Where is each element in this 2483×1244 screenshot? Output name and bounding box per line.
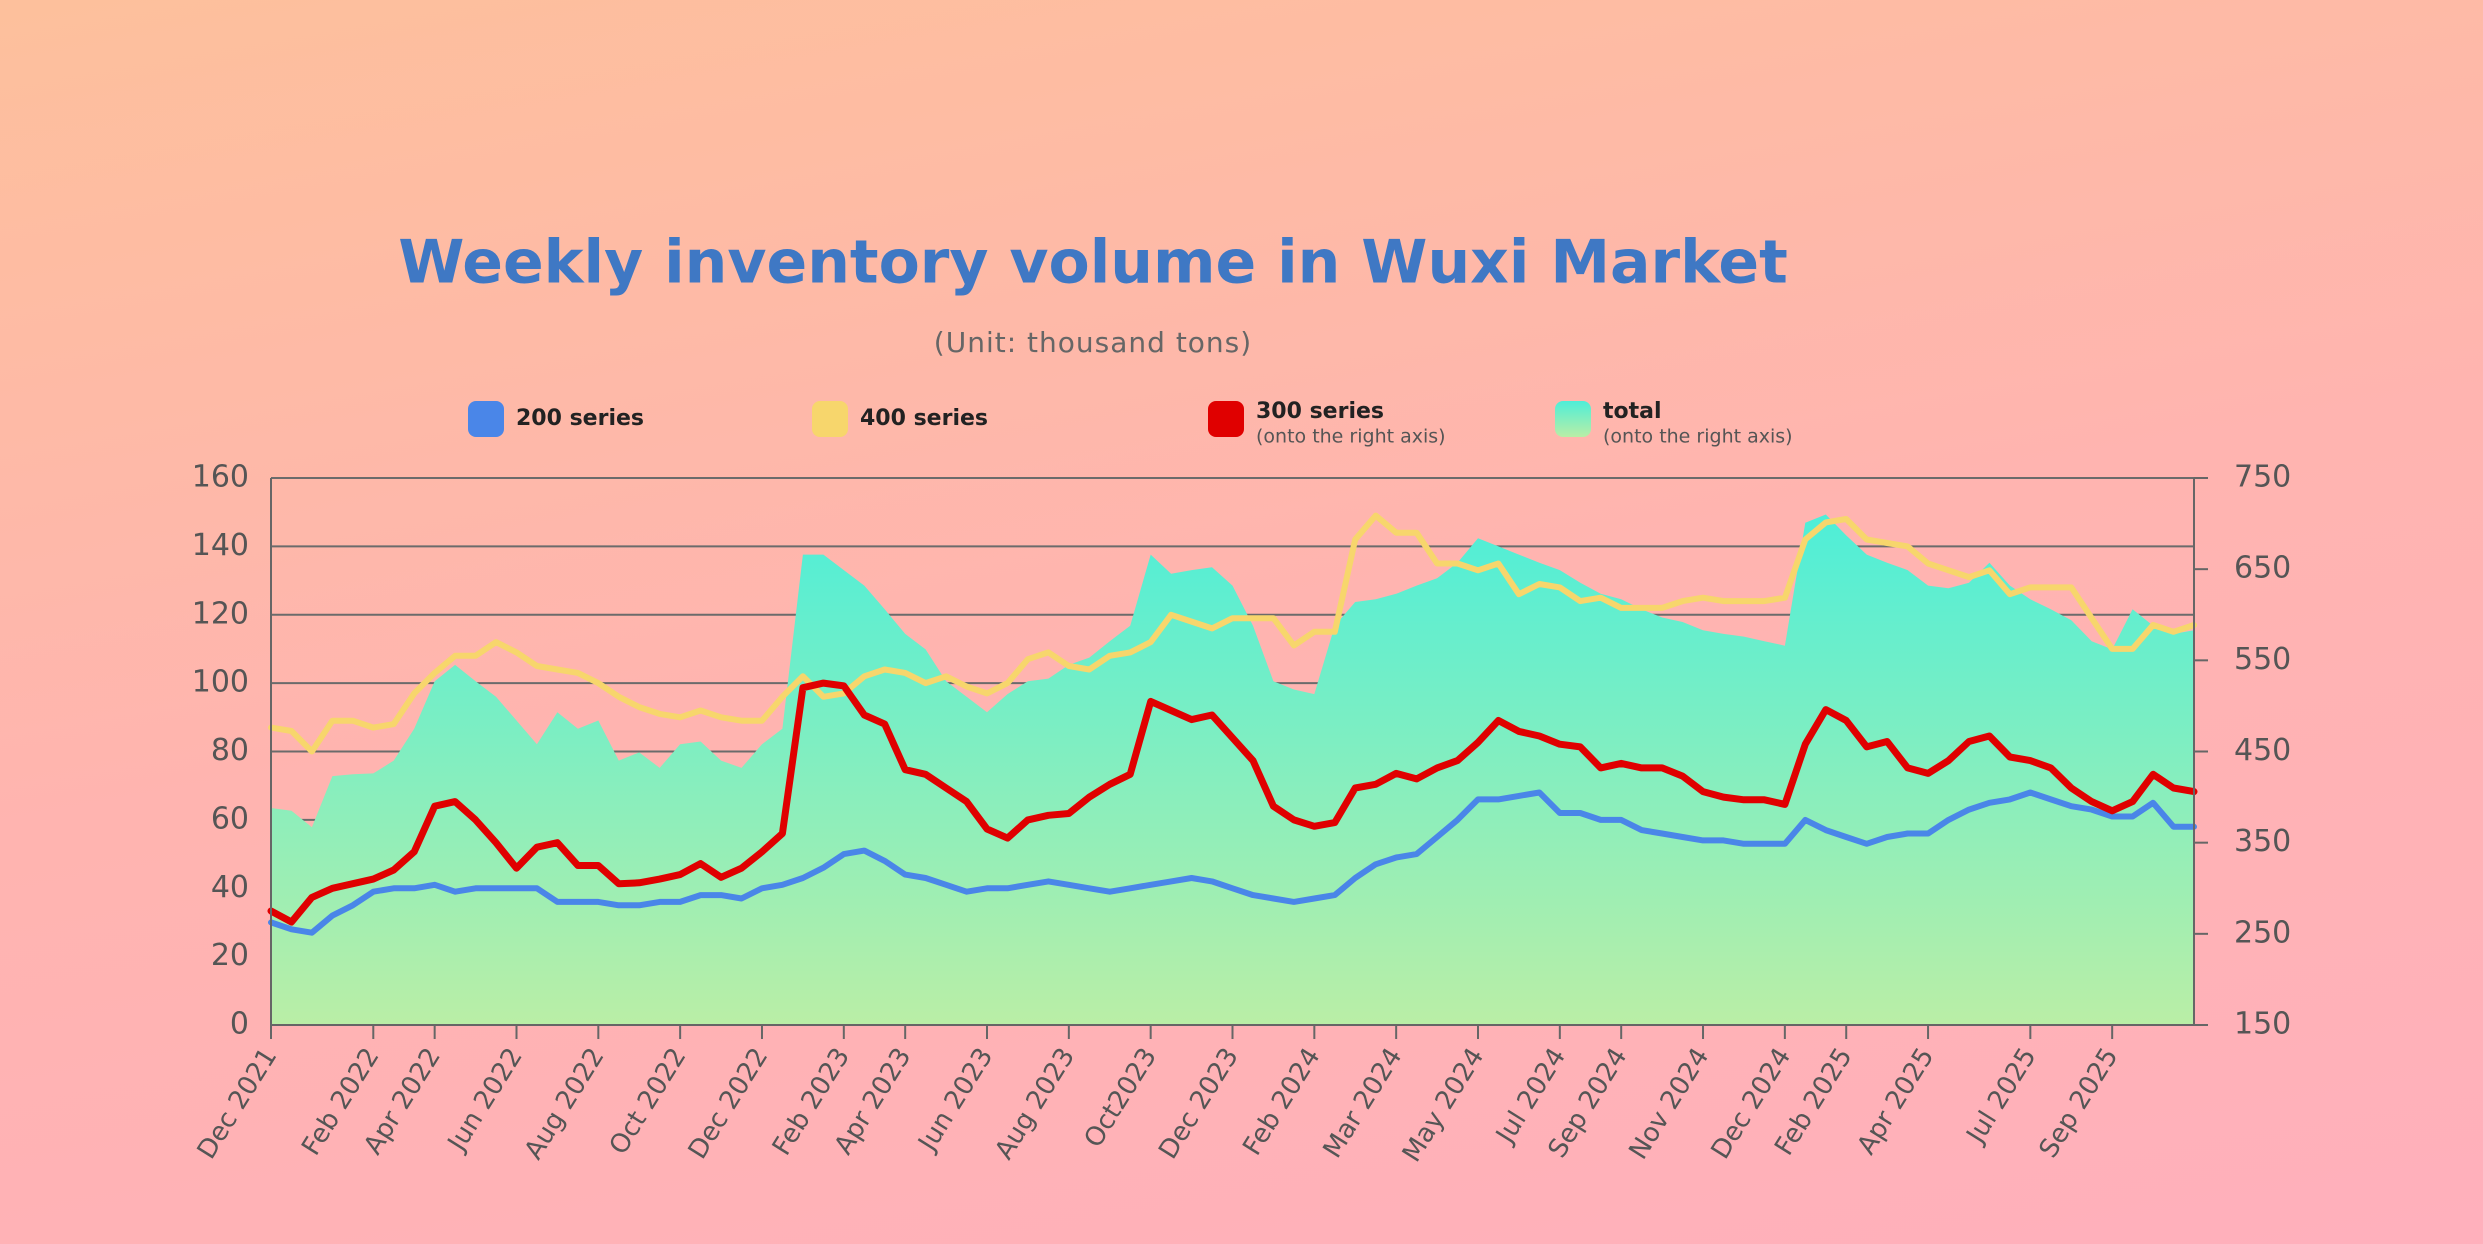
legend-item: 300 series(onto the right axis): [1208, 399, 1446, 448]
y2-tick-label: 550: [2234, 642, 2291, 677]
x-tick-label: Jun 2023: [912, 1043, 999, 1158]
chart-subtitle: (Unit: thousand tons): [934, 326, 1252, 359]
y2-tick-label: 150: [2234, 1007, 2291, 1042]
x-tick-label: Nov 2024: [1624, 1043, 1716, 1165]
legend-label: 400 series: [860, 406, 988, 431]
legend-label: 300 series: [1256, 399, 1384, 424]
legend-label: 200 series: [516, 406, 644, 431]
y-tick-label: 140: [192, 528, 249, 563]
y2-tick-label: 350: [2234, 824, 2291, 859]
legend-item: 400 series: [812, 401, 988, 437]
x-tick-label: Dec 2021: [192, 1043, 284, 1165]
legend-note: (onto the right axis): [1256, 426, 1446, 448]
x-tick-label: Aug 2022: [519, 1043, 611, 1165]
y-tick-label: 160: [192, 460, 249, 495]
y-tick-label: 20: [211, 938, 249, 973]
legend-swatch: [812, 401, 848, 437]
x-tick-label: Oct2023: [1079, 1043, 1163, 1153]
line: [268, 512, 2197, 755]
y-tick-label: 80: [211, 733, 249, 768]
line: [267, 679, 2198, 926]
x-tick-label: Mar 2024: [1318, 1043, 1409, 1164]
x-tick-label: Aug 2023: [989, 1043, 1081, 1165]
legend-item: 200 series: [468, 401, 644, 437]
x-tick-label: Dec 2022: [683, 1043, 775, 1165]
x-tick-label: Feb 2024: [1237, 1043, 1326, 1161]
y-tick-label: 40: [211, 870, 249, 905]
chart-title: Weekly inventory volume in Wuxi Market: [398, 228, 1788, 298]
legend-swatch: [1555, 401, 1591, 437]
y-tick-label: 120: [192, 596, 249, 631]
line: [268, 789, 2197, 936]
x-tick-label: Jun 2022: [441, 1043, 528, 1158]
y2-tick-label: 650: [2234, 551, 2291, 586]
legend-label: total: [1603, 399, 1662, 424]
y-tick-label: 0: [230, 1007, 249, 1042]
legend-note: (onto the right axis): [1603, 426, 1793, 448]
legend-swatch: [1208, 401, 1244, 437]
y-tick-label: 100: [192, 665, 249, 700]
x-tick-label: Dec 2023: [1153, 1043, 1245, 1165]
y2-tick-label: 750: [2234, 460, 2291, 495]
y2-tick-label: 250: [2234, 915, 2291, 950]
x-tick-label: Apr 2025: [1852, 1043, 1941, 1160]
y2-tick-label: 450: [2234, 733, 2291, 768]
x-tick-label: Sep 2025: [2034, 1043, 2125, 1164]
legend-swatch: [468, 401, 504, 437]
x-tick-label: May 2024: [1397, 1043, 1490, 1168]
x-tick-label: Jul 2025: [1960, 1043, 2043, 1150]
area: [271, 514, 2194, 1025]
x-tick-label: Oct 2022: [604, 1043, 693, 1160]
legend-item: total(onto the right axis): [1555, 399, 1793, 448]
y-tick-label: 60: [211, 801, 249, 836]
